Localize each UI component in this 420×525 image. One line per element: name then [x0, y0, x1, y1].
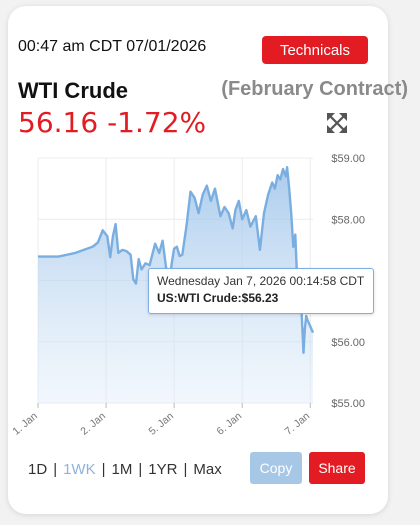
range-1m[interactable]: 1M	[111, 461, 133, 478]
range-separator: |	[183, 461, 188, 478]
tooltip-value-line: US:WTI Crude:$56.23	[157, 291, 365, 305]
price-change: 56.16 -1.72%	[18, 106, 206, 139]
y-tick-label: $55.00	[331, 398, 365, 410]
tooltip-datetime: Wednesday Jan 7, 2026 00:14:58 CDT	[157, 274, 365, 288]
range-separator: |	[53, 461, 58, 478]
range-1wk[interactable]: 1WK	[63, 461, 96, 478]
x-tick-label: 5. Jan	[146, 410, 176, 438]
range-selector: 1D | 1WK | 1M | 1YR | Max	[28, 461, 222, 478]
range-1d[interactable]: 1D	[28, 461, 48, 478]
x-tick-label: 6. Jan	[215, 410, 245, 438]
instrument-name: WTI Crude	[18, 78, 128, 103]
range-separator: |	[101, 461, 106, 478]
x-tick-label: 7. Jan	[283, 410, 313, 438]
range-max[interactable]: Max	[193, 461, 222, 478]
share-button[interactable]: Share	[309, 452, 365, 484]
x-tick-label: 2. Jan	[78, 410, 108, 438]
copy-button[interactable]: Copy	[250, 452, 302, 484]
timestamp: 00:47 am CDT 07/01/2026	[18, 38, 207, 55]
change-percent: -1.72%	[107, 106, 207, 139]
tooltip-value: $56.23	[241, 291, 279, 305]
range-1yr[interactable]: 1YR	[148, 461, 178, 478]
x-tick-label: 1. Jan	[10, 410, 40, 438]
technicals-button[interactable]: Technicals	[262, 36, 368, 64]
contract-label: (February Contract)	[221, 78, 408, 100]
y-tick-label: $58.00	[331, 214, 365, 226]
y-tick-label: $59.00	[331, 153, 365, 165]
price-line	[38, 166, 315, 354]
tooltip-label: US:WTI Crude:	[157, 291, 242, 305]
range-separator: |	[138, 461, 143, 478]
chart-tooltip: Wednesday Jan 7, 2026 00:14:58 CDT US:WT…	[148, 268, 374, 314]
expand-arrows-icon[interactable]	[326, 112, 348, 134]
price-value: 56.16	[18, 106, 99, 139]
y-tick-label: $56.00	[331, 337, 365, 349]
